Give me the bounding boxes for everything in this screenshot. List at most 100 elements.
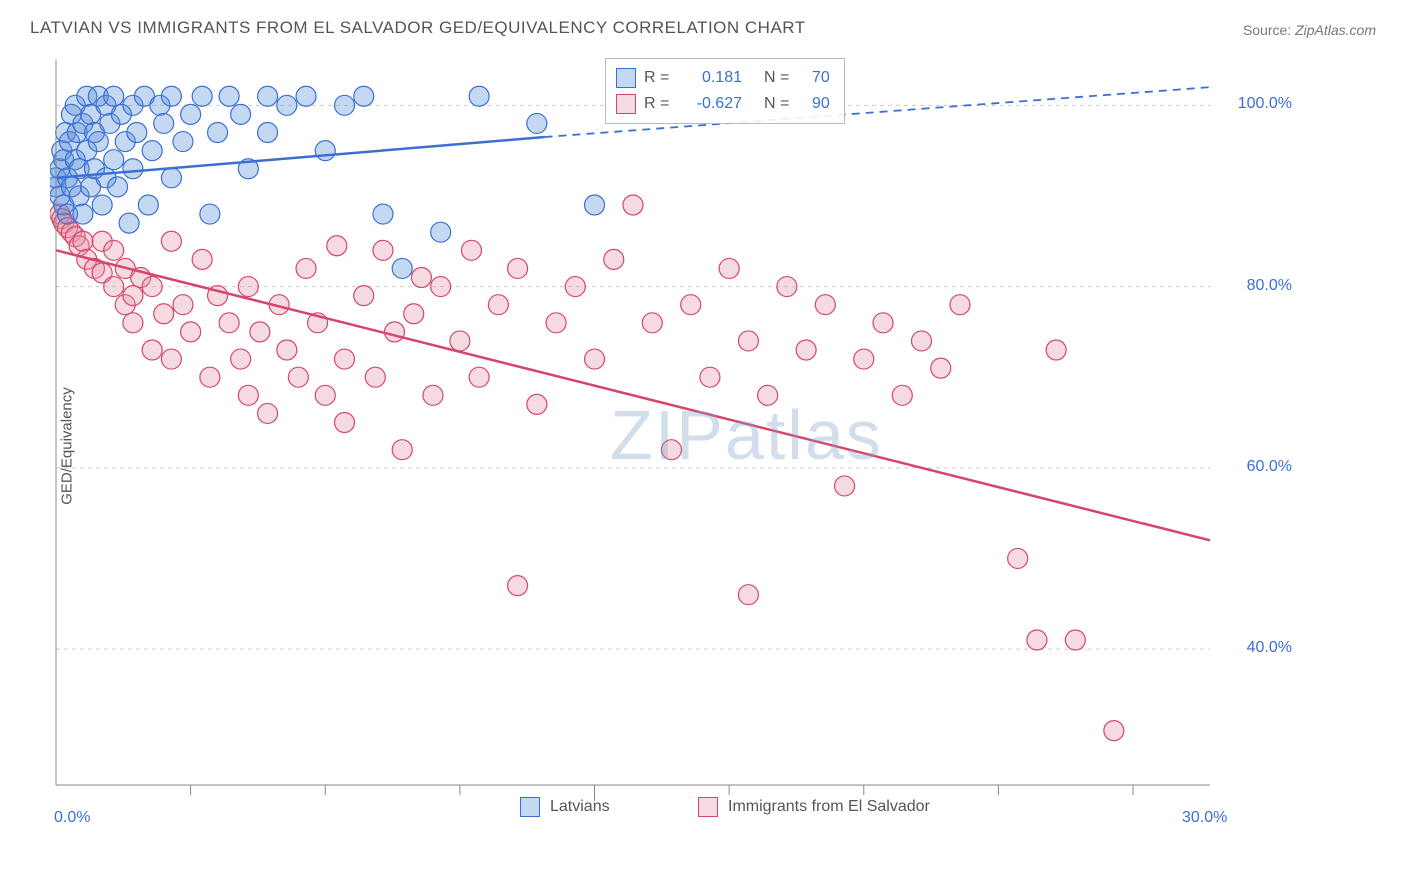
n-value: 70	[812, 69, 830, 87]
series-swatch-icon	[616, 94, 636, 114]
x-tick-label: 30.0%	[1182, 809, 1227, 827]
scatter-point	[719, 258, 739, 278]
scatter-point	[219, 86, 239, 106]
scatter-point	[469, 367, 489, 387]
x-tick-label: 0.0%	[54, 809, 90, 827]
scatter-point	[469, 86, 489, 106]
scatter-point	[88, 132, 108, 152]
scatter-point	[200, 204, 220, 224]
scatter-point	[335, 95, 355, 115]
scatter-point	[738, 331, 758, 351]
scatter-point	[431, 222, 451, 242]
source-label: Source: ZipAtlas.com	[1243, 22, 1376, 38]
scatter-point	[192, 86, 212, 106]
scatter-point	[508, 258, 528, 278]
scatter-point	[219, 313, 239, 333]
legend-text: Latvians	[550, 798, 610, 816]
scatter-point	[73, 231, 93, 251]
scatter-point	[296, 86, 316, 106]
scatter-point	[354, 86, 374, 106]
scatter-point	[642, 313, 662, 333]
scatter-point	[250, 322, 270, 342]
stats-row: R =-0.627N =90	[616, 91, 830, 117]
scatter-point	[138, 195, 158, 215]
scatter-point	[173, 132, 193, 152]
scatter-point	[92, 195, 112, 215]
scatter-point	[892, 385, 912, 405]
scatter-point	[450, 331, 470, 351]
scatter-point	[431, 277, 451, 297]
scatter-point	[1008, 548, 1028, 568]
scatter-point	[931, 358, 951, 378]
scatter-point	[142, 340, 162, 360]
scatter-point	[461, 240, 481, 260]
chart-title: LATVIAN VS IMMIGRANTS FROM EL SALVADOR G…	[30, 18, 806, 38]
scatter-point	[192, 249, 212, 269]
r-label: R =	[644, 95, 678, 113]
scatter-point	[950, 295, 970, 315]
scatter-point	[835, 476, 855, 496]
scatter-point	[161, 231, 181, 251]
y-tick-label: 100.0%	[1238, 95, 1292, 113]
scatter-point	[392, 258, 412, 278]
scatter-point	[181, 104, 201, 124]
plot-area: 40.0%60.0%80.0%100.0% 0.0%30.0% R =0.181…	[50, 55, 1300, 825]
scatter-point	[585, 195, 605, 215]
correlation-stats-box: R =0.181N =70R =-0.627N =90	[605, 58, 845, 124]
scatter-point	[173, 295, 193, 315]
scatter-point	[208, 123, 228, 143]
scatter-point	[546, 313, 566, 333]
scatter-point	[315, 141, 335, 161]
scatter-point	[119, 213, 139, 233]
scatter-point	[104, 277, 124, 297]
scatter-point	[423, 385, 443, 405]
scatter-point	[1046, 340, 1066, 360]
scatter-point	[142, 277, 162, 297]
scatter-point	[258, 123, 278, 143]
scatter-point	[527, 394, 547, 414]
scatter-point	[373, 204, 393, 224]
scatter-point	[315, 385, 335, 405]
legend-item: Latvians	[520, 797, 610, 817]
scatter-point	[104, 240, 124, 260]
scatter-point	[238, 277, 258, 297]
stats-row: R =0.181N =70	[616, 65, 830, 91]
scatter-point	[142, 141, 162, 161]
scatter-point	[127, 123, 147, 143]
y-tick-label: 80.0%	[1247, 277, 1292, 295]
scatter-point	[123, 313, 143, 333]
scatter-point	[758, 385, 778, 405]
scatter-point	[231, 349, 251, 369]
scatter-point	[277, 340, 297, 360]
series-swatch-icon	[616, 68, 636, 88]
legend-text: Immigrants from El Salvador	[728, 798, 930, 816]
scatter-point	[623, 195, 643, 215]
scatter-point	[661, 440, 681, 460]
scatter-point	[231, 104, 251, 124]
scatter-point	[181, 322, 201, 342]
scatter-point	[392, 440, 412, 460]
scatter-point	[527, 113, 547, 133]
scatter-point	[123, 286, 143, 306]
scatter-point	[508, 576, 528, 596]
n-value: 90	[812, 95, 830, 113]
scatter-point	[700, 367, 720, 387]
scatter-point	[1104, 721, 1124, 741]
scatter-point	[365, 367, 385, 387]
scatter-point	[488, 295, 508, 315]
source-prefix: Source:	[1243, 22, 1291, 38]
scatter-point	[354, 286, 374, 306]
scatter-point	[161, 86, 181, 106]
scatter-point	[123, 159, 143, 179]
scatter-point	[373, 240, 393, 260]
scatter-chart-svg	[50, 55, 1300, 825]
scatter-point	[912, 331, 932, 351]
scatter-point	[258, 403, 278, 423]
legend-swatch-icon	[520, 797, 540, 817]
scatter-point	[296, 258, 316, 278]
scatter-point	[815, 295, 835, 315]
scatter-point	[854, 349, 874, 369]
y-tick-label: 40.0%	[1247, 639, 1292, 657]
trend-line	[56, 250, 1210, 540]
scatter-point	[104, 150, 124, 170]
